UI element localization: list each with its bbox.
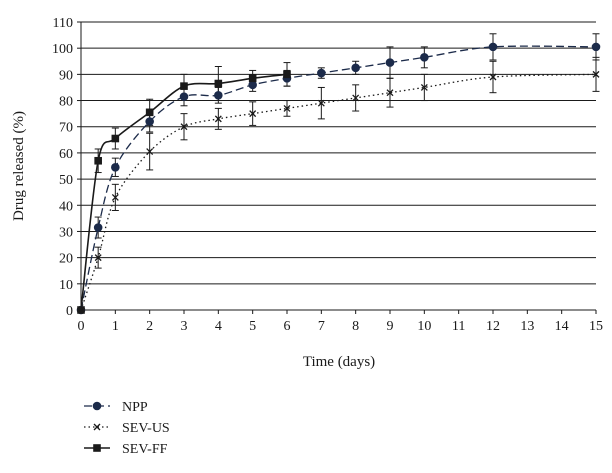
x-marker-stroke <box>489 73 497 81</box>
x-marker-stroke <box>214 115 222 123</box>
sev-ff-data-point <box>94 156 102 165</box>
npp-data-point <box>248 80 257 90</box>
npp-data-point <box>385 58 395 67</box>
npp-data-point <box>93 223 103 232</box>
x-tick-label: 6 <box>284 319 291 334</box>
npp-data-point <box>214 91 223 100</box>
sev-us-data-point <box>283 104 291 112</box>
legend-label: NPP <box>122 400 148 415</box>
y-tick-label: 110 <box>53 16 73 31</box>
npp-data-point <box>591 42 601 52</box>
x-axis-title: Time (days) <box>303 354 375 370</box>
y-tick-label: 20 <box>59 252 73 267</box>
sev-ff-data-point <box>248 74 257 83</box>
legend-item-sev-ff: SEV-FF <box>84 442 168 457</box>
legend: NPP SEV-US SEV-FF <box>84 400 170 457</box>
sev-us-data-point <box>317 99 325 107</box>
x-tick-label: 7 <box>318 319 325 334</box>
legend-item-sev-us: SEV-US <box>84 421 170 436</box>
x-marker-stroke <box>352 94 360 102</box>
npp-data-point <box>179 92 189 101</box>
series-markers <box>76 42 601 315</box>
legend-item-npp: NPP <box>84 400 148 415</box>
sev-ff-data-point <box>145 108 154 117</box>
sev-us-data-point <box>111 193 119 201</box>
npp-data-point <box>317 68 326 78</box>
y-axis-title: Drug released (%) <box>11 111 27 221</box>
legend-swatch-marker <box>93 444 101 452</box>
sev-us-data-point <box>489 73 497 81</box>
x-tick-label: 2 <box>146 319 153 334</box>
sev-ff-data-point <box>214 79 223 88</box>
x-tick-label: 1 <box>112 319 119 334</box>
x-marker-stroke <box>249 110 257 118</box>
x-tick-label: 11 <box>452 319 465 334</box>
x-tick-label: 14 <box>555 319 569 334</box>
sev-us-data-point <box>94 254 102 262</box>
npp-data-point <box>351 63 360 73</box>
npp-data-point <box>111 163 120 172</box>
sev-ff-data-point <box>77 306 85 314</box>
x-tick-label: 0 <box>78 319 85 334</box>
plot-area <box>81 22 596 310</box>
x-tick-label: 12 <box>486 319 500 334</box>
npp-data-point <box>488 42 498 52</box>
y-tick-label: 10 <box>59 278 73 293</box>
sev-ff-series-line <box>80 73 288 311</box>
x-tick-label: 15 <box>589 319 603 334</box>
npp-data-point <box>420 53 429 62</box>
y-tick-label: 70 <box>59 121 73 136</box>
x-marker-stroke <box>283 104 291 112</box>
sev-ff-data-point <box>180 82 188 90</box>
sev-ff-data-point <box>283 70 291 79</box>
sev-us-data-point <box>592 70 600 78</box>
legend-swatch-marker <box>92 401 102 411</box>
x-tick-label: 3 <box>181 319 188 334</box>
x-marker-stroke <box>592 70 600 78</box>
x-marker-stroke <box>93 423 101 431</box>
x-tick-label: 5 <box>249 319 256 334</box>
sev-us-data-point <box>146 148 154 156</box>
x-tick-label: 8 <box>352 319 359 334</box>
x-marker-stroke <box>420 83 428 91</box>
legend-label: SEV-US <box>122 421 170 436</box>
y-tick-label: 100 <box>52 42 73 57</box>
legend-label: SEV-FF <box>122 442 168 457</box>
sev-us-data-point <box>420 83 428 91</box>
sev-us-data-point <box>214 115 222 123</box>
y-tick-label: 30 <box>59 225 73 240</box>
y-tick-label: 60 <box>59 147 73 162</box>
sev-ff-data-point <box>111 134 120 143</box>
y-tick-label: 80 <box>59 95 73 110</box>
y-tick-label: 90 <box>59 68 73 83</box>
legend-swatch-marker <box>93 423 101 431</box>
sev-us-data-point <box>180 123 188 131</box>
x-marker-stroke <box>94 254 102 262</box>
x-marker-stroke <box>180 123 188 131</box>
x-marker-stroke <box>317 99 325 107</box>
sev-us-data-point <box>249 110 257 118</box>
x-tick-label: 10 <box>417 319 431 334</box>
sev-us-data-point <box>386 89 394 97</box>
x-marker-stroke <box>146 148 154 156</box>
npp-data-point <box>145 117 154 126</box>
y-tick-label: 0 <box>66 304 73 319</box>
x-tick-label: 9 <box>387 319 394 334</box>
y-tick-label: 40 <box>59 199 73 214</box>
y-tick-label: 50 <box>59 173 73 188</box>
sev-us-data-point <box>352 94 360 102</box>
x-tick-label: 13 <box>520 319 534 334</box>
x-marker-stroke <box>386 89 394 97</box>
x-marker-stroke <box>111 193 119 201</box>
x-tick-label: 4 <box>215 319 222 334</box>
